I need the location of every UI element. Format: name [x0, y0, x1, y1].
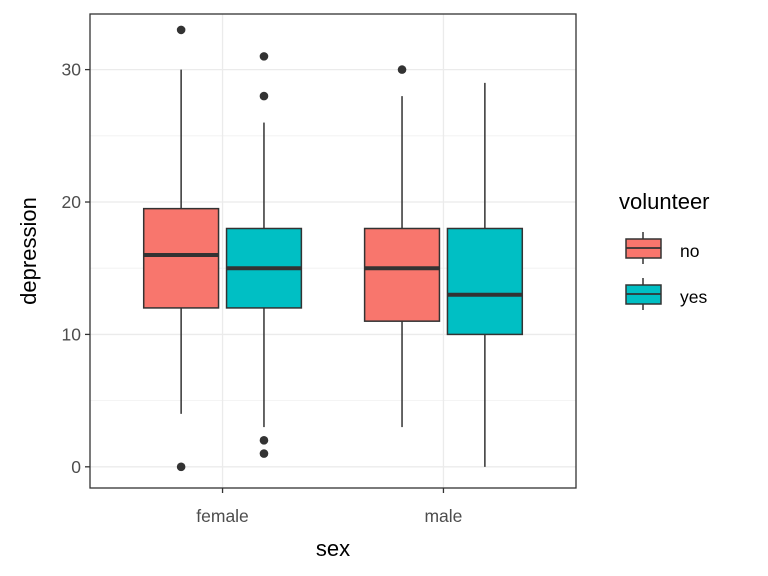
boxes-layer [142, 25, 524, 472]
y-tick-label: 10 [62, 324, 82, 344]
x-tick-label: male [424, 506, 462, 526]
y-tick-label: 30 [62, 60, 82, 80]
box-iqr [363, 227, 441, 322]
y-tick-label: 0 [71, 457, 81, 477]
x-tick-label: female [196, 506, 249, 526]
x-axis: female male [196, 488, 462, 526]
y-axis-title: depression [16, 197, 41, 305]
box-iqr [142, 207, 220, 309]
legend-entry-yes: yes [625, 278, 707, 310]
legend-title: volunteer [619, 189, 710, 214]
outlier-point [259, 52, 269, 61]
x-axis-title: sex [316, 536, 350, 561]
legend-entry-no: no [625, 232, 699, 264]
legend: volunteer no yes [619, 189, 710, 310]
box-female-yes [225, 52, 303, 458]
grid-lines [90, 14, 576, 488]
y-axis: 0 10 20 30 [62, 60, 90, 477]
box-male-no [363, 65, 441, 428]
outlier-point [176, 25, 186, 35]
outlier-point [259, 91, 269, 101]
box-iqr [446, 227, 524, 336]
outlier-point [176, 462, 186, 472]
box-female-no [142, 25, 220, 472]
outlier-point [259, 436, 269, 445]
y-tick-label: 20 [62, 192, 82, 212]
panel-border [89, 13, 577, 489]
outlier-point [259, 449, 269, 458]
box-male-yes [446, 82, 524, 467]
legend-label: yes [680, 287, 707, 307]
outlier-point [397, 65, 407, 74]
legend-label: no [680, 241, 699, 261]
